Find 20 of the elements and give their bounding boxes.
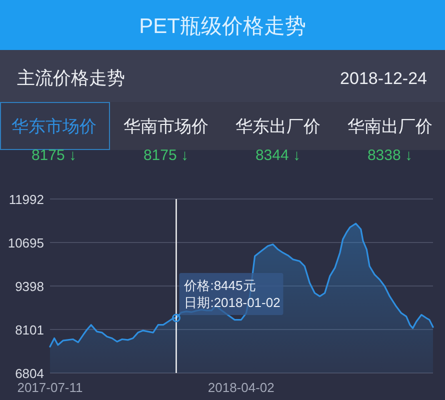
text: 8344 ↓: [255, 147, 301, 164]
y-tick-label: 6804: [15, 366, 44, 381]
y-tick-label: 11992: [8, 192, 44, 207]
chart-subtitle: 主流价格走势: [17, 68, 125, 88]
x-tick-label: 2017-07-11: [17, 380, 83, 395]
x-tick-label: 2018-04-02: [208, 380, 274, 395]
y-tick-label: 8101: [15, 322, 44, 338]
annotation: 日期:2018-01-02: [184, 294, 280, 310]
text: 2018-12-24: [340, 69, 427, 88]
text: 8175 ↓: [31, 147, 77, 164]
text: 华南市场价: [124, 117, 208, 136]
y-tick-label: 10695: [8, 236, 44, 250]
text: 华东出厂价: [236, 117, 320, 136]
text: 华南出厂价: [348, 117, 432, 136]
text: 8338 ↓: [367, 147, 413, 164]
text: 华东市场价: [12, 117, 96, 136]
chart-title: PET瓶级价格走势: [139, 15, 306, 38]
annotation: 价格:8445元: [183, 278, 256, 293]
text: 8175 ↓: [143, 147, 189, 164]
y-tick-label: 9398: [15, 279, 44, 294]
